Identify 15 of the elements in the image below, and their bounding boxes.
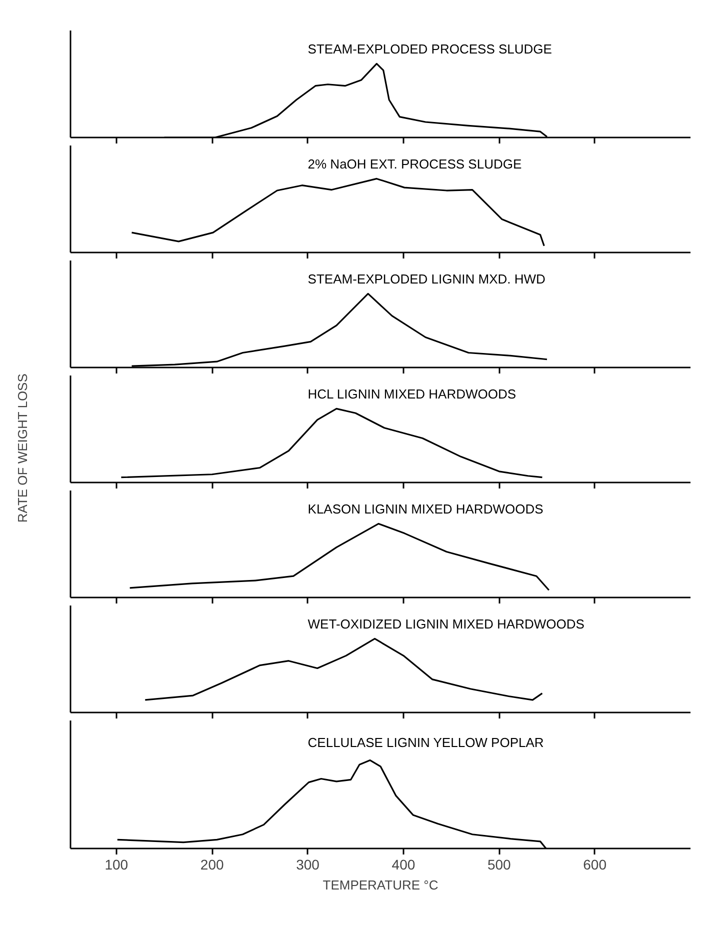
x-tick-label: 200 [200, 856, 224, 872]
chart-title: HCL LIGNIN MIXED HARDWOODS [308, 386, 516, 402]
chart-title: KLASON LIGNIN MIXED HARDWOODS [308, 501, 544, 516]
x-tick-label: 300 [296, 856, 320, 872]
chart-title: STEAM-EXPLODED LIGNIN MXD. HWD [308, 271, 546, 286]
x-tick-label: 600 [583, 856, 607, 872]
x-tick-label: 400 [392, 856, 416, 872]
chart-title: WET-OXIDIZED LIGNIN MIXED HARDWOODS [308, 616, 585, 632]
chart-title: STEAM-EXPLODED PROCESS SLUDGE [308, 41, 552, 56]
y-axis-title: RATE OF WEIGHT LOSS [15, 373, 30, 523]
chart-title: CELLULASE LIGNIN YELLOW POPLAR [308, 735, 544, 750]
chart-title: 2% NaOH EXT. PROCESS SLUDGE [308, 156, 522, 172]
x-tick-label: 100 [104, 856, 128, 872]
x-tick-label: 500 [487, 856, 512, 872]
x-axis-title: TEMPERATURE °C [322, 878, 438, 892]
